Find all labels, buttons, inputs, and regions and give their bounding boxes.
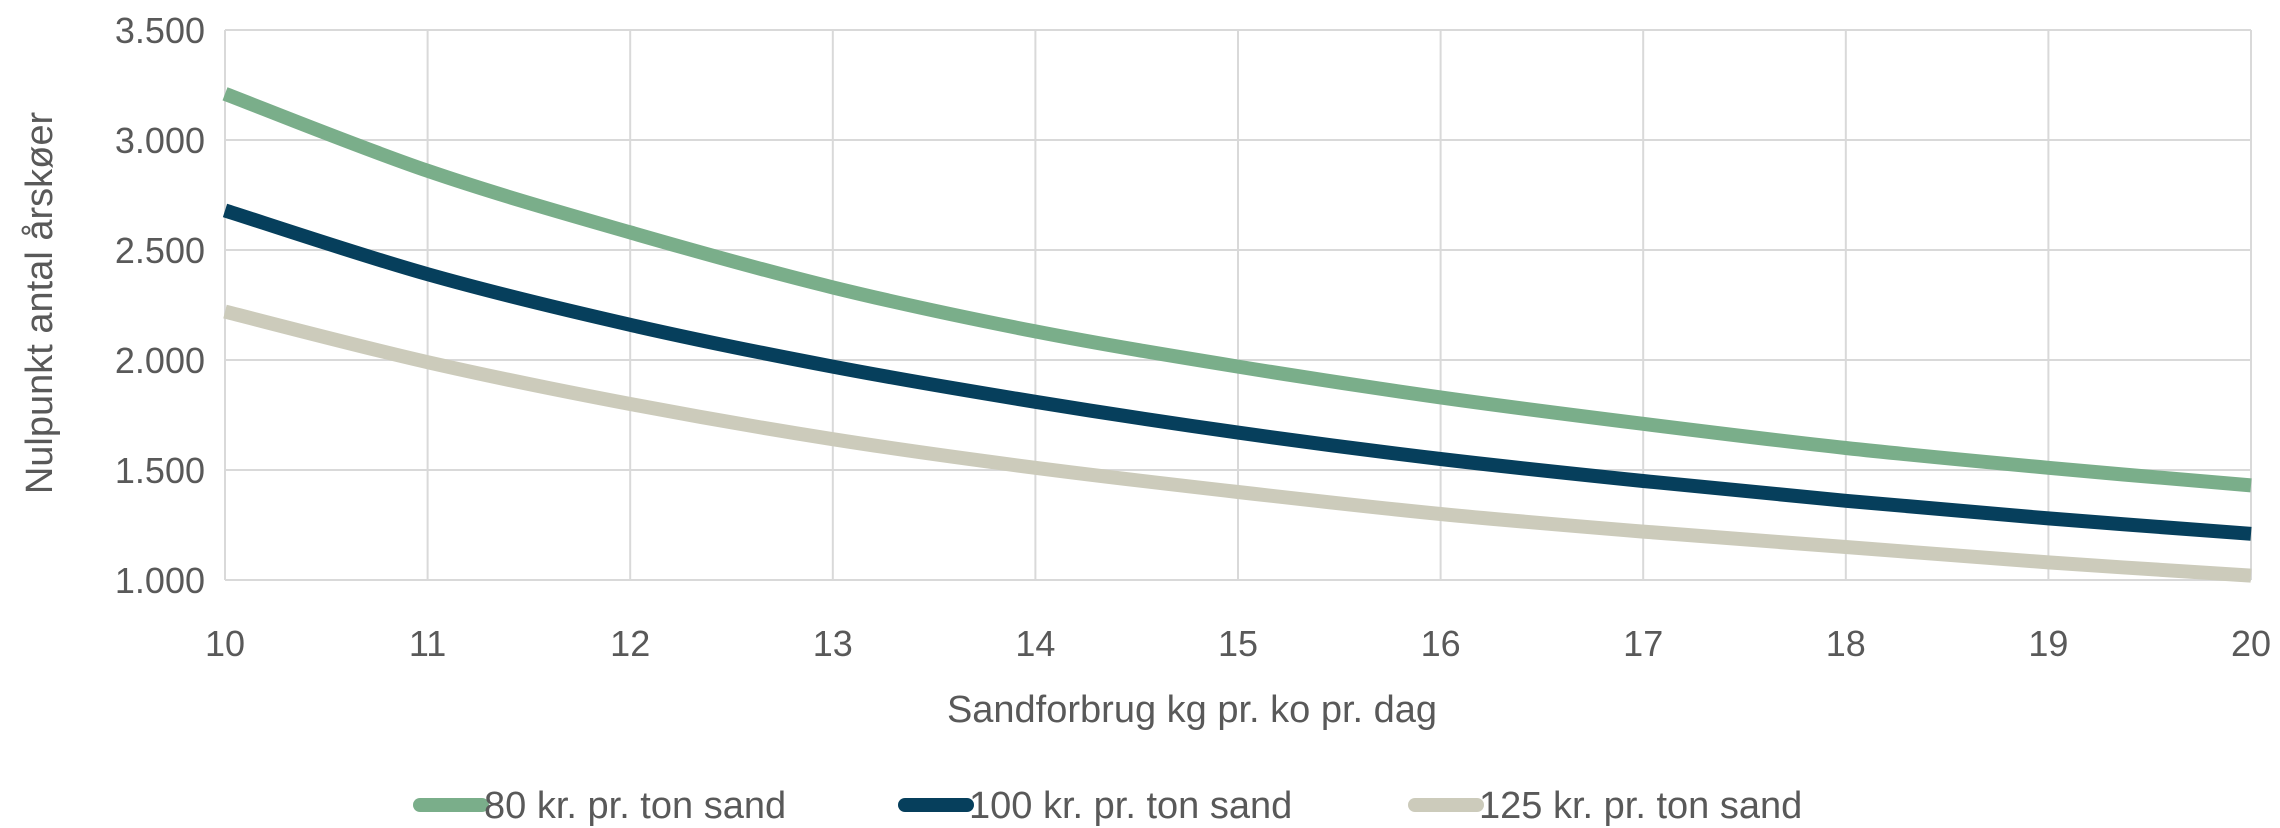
legend-label: 125 kr. pr. ton sand [1479,785,1802,827]
y-tick-label: 2.500 [115,230,205,271]
legend: 80 kr. pr. ton sand 100 kr. pr. ton sand 1… [413,785,1802,827]
x-tick-label: 18 [1826,623,1866,664]
y-tick-label: 2.000 [115,340,205,381]
x-tick-label: 15 [1218,623,1258,664]
x-tick-label: 10 [205,623,245,664]
x-tick-label: 17 [1623,623,1663,664]
x-tick-label: 14 [1015,623,1055,664]
series-line-1 [222,87,2252,493]
y-axis-title: Nulpunkt antal årskøer [19,112,61,495]
y-axis-ticks: 1.000 1.500 2.000 2.500 3.000 3.500 [115,10,205,601]
y-tick-label: 3.500 [115,10,205,51]
y-tick-label: 1.500 [115,450,205,491]
x-tick-label: 19 [2028,623,2068,664]
x-axis-title: Sandforbrug kg pr. ko pr. dag [947,689,1437,731]
series-line-3 [223,304,2252,583]
x-tick-label: 16 [1421,623,1461,664]
y-tick-label: 3.000 [115,120,205,161]
x-tick-label: 12 [610,623,650,664]
x-tick-label: 11 [409,623,446,664]
grid [224,29,2252,581]
x-tick-label: 13 [813,623,853,664]
series-line-2 [222,203,2252,541]
legend-label: 80 kr. pr. ton sand [484,785,786,827]
legend-label: 100 kr. pr. ton sand [969,785,1292,827]
x-tick-label: 20 [2231,623,2271,664]
x-axis-ticks: 10 11 12 13 14 15 16 17 18 19 20 [205,623,2271,664]
series-lines [222,87,2252,583]
y-tick-label: 1.000 [115,560,205,601]
